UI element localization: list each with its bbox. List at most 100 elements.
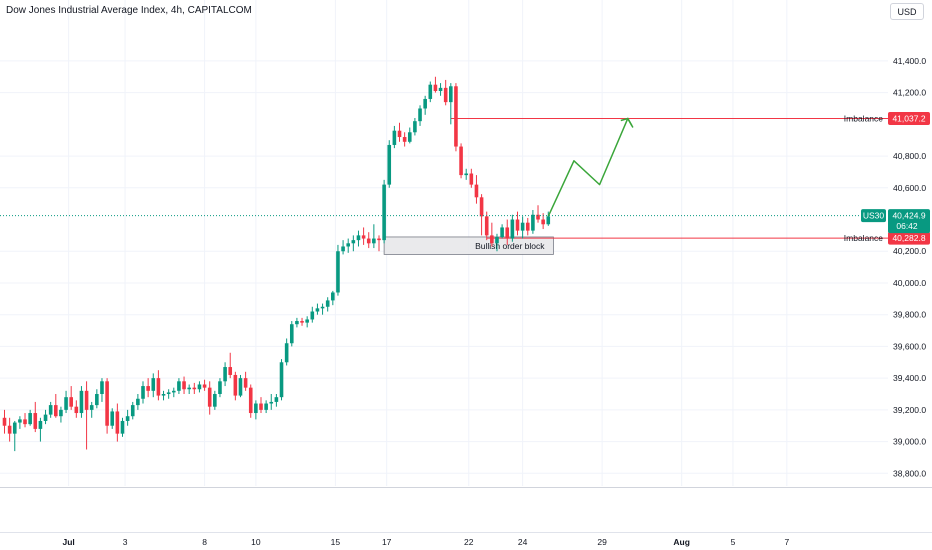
candle <box>346 238 351 253</box>
candle-body <box>495 236 499 244</box>
candle-body <box>402 137 407 142</box>
candle <box>366 232 371 249</box>
candle-body <box>156 378 161 396</box>
candle <box>500 224 504 239</box>
candle-body <box>33 413 38 429</box>
candle-body <box>207 387 212 407</box>
candle-body <box>418 108 422 122</box>
candle-body <box>366 238 371 244</box>
candle-body <box>505 227 510 239</box>
candle-body <box>351 240 356 244</box>
candle <box>377 235 381 252</box>
candle-body <box>259 403 263 410</box>
candle <box>315 303 320 315</box>
candle-body <box>248 387 253 414</box>
candle <box>382 179 386 244</box>
y-tick-label: 39,400.0 <box>893 373 926 383</box>
candle <box>479 194 484 236</box>
candle-body <box>305 319 309 323</box>
candle <box>520 216 525 239</box>
candle-body <box>474 184 479 198</box>
chart-grid <box>0 0 932 533</box>
candle-body <box>74 406 79 414</box>
candle <box>33 401 38 433</box>
candle <box>213 390 217 410</box>
candle <box>228 352 233 379</box>
candle-body <box>115 411 120 434</box>
candle-body <box>228 367 233 375</box>
candle-body <box>48 405 53 415</box>
candle-body <box>38 420 43 429</box>
candle <box>536 205 540 223</box>
x-tick-label: 8 <box>202 537 207 547</box>
candle-body <box>146 386 150 391</box>
candle-body <box>243 378 248 388</box>
candle <box>361 227 366 245</box>
candle-body <box>320 306 325 309</box>
candle <box>546 211 551 226</box>
candle-body <box>95 394 99 406</box>
current-price-text: 40,424.9 <box>892 211 925 221</box>
candle <box>156 370 161 401</box>
candle-body <box>382 184 386 241</box>
candle-body <box>546 216 551 225</box>
candle <box>423 95 427 115</box>
candle-body <box>331 292 335 301</box>
candle-body <box>43 414 48 421</box>
candle <box>130 401 135 420</box>
x-tick-label: 3 <box>123 537 128 547</box>
x-tick-label: Jul <box>62 537 74 547</box>
candle <box>464 168 468 180</box>
candle <box>38 417 43 442</box>
candle-body <box>182 381 186 390</box>
y-tick-label: 39,600.0 <box>893 341 926 351</box>
candle-body <box>484 216 489 236</box>
candle <box>95 389 99 409</box>
candle-body <box>23 419 27 425</box>
candle <box>443 79 448 106</box>
candle <box>64 390 68 414</box>
x-tick-label: 22 <box>464 537 474 547</box>
candle-body <box>125 416 130 421</box>
candle-body <box>12 422 17 434</box>
candle <box>125 409 130 426</box>
candle-body <box>79 390 84 414</box>
candle <box>495 233 499 252</box>
order-block-zone <box>383 236 554 255</box>
candle-body <box>397 130 402 138</box>
candle <box>105 378 109 434</box>
candle <box>418 105 422 126</box>
candle-body <box>136 398 140 406</box>
candle <box>59 406 63 423</box>
candle-body <box>356 235 361 241</box>
currency-selector[interactable]: USD <box>890 3 924 20</box>
candle-body <box>192 387 197 390</box>
candle <box>120 417 125 437</box>
candle <box>474 175 479 204</box>
y-tick-label: 41,200.0 <box>893 88 926 98</box>
candle <box>259 397 263 414</box>
symbol-tag-text: US30 <box>863 211 885 221</box>
candle <box>433 76 438 93</box>
candle <box>238 374 243 398</box>
candle <box>392 125 397 149</box>
projection-path <box>547 117 634 217</box>
candle <box>320 303 325 315</box>
candle-body <box>279 362 284 398</box>
candle-body <box>105 381 109 426</box>
candle <box>146 378 150 398</box>
price-tags: 41,037.2 40,282.8 US30 40,424.906:42 <box>861 111 930 245</box>
candle-body <box>443 87 448 103</box>
candle <box>397 122 402 142</box>
candle-body <box>300 321 304 323</box>
candle-body <box>7 425 12 434</box>
x-tick-label: 29 <box>597 537 607 547</box>
candle <box>28 409 32 426</box>
candle-body <box>377 238 381 241</box>
candle <box>336 244 340 296</box>
y-tick-label: 39,200.0 <box>893 405 926 415</box>
candle-body <box>269 401 274 404</box>
candle <box>23 413 27 428</box>
chart-title: Dow Jones Industrial Average Index, 4h, … <box>6 5 252 16</box>
